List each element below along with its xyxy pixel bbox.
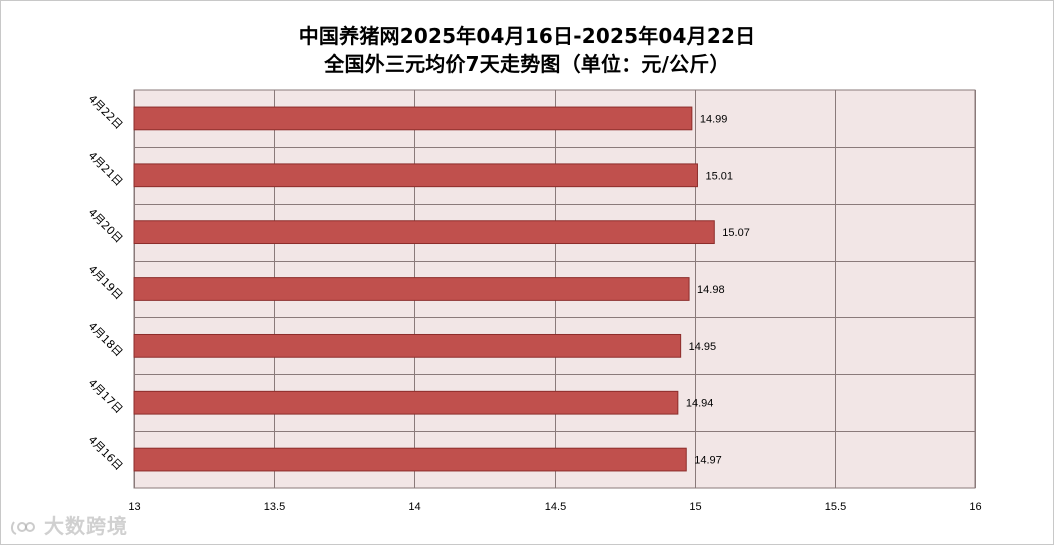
watermark: 大数跨境 [10,510,128,539]
bar [133,277,690,301]
category-label: 4月21日 [86,149,126,189]
bar [133,106,693,131]
chart-title: 中国养猪网2025年04月16日-2025年04月22日 [298,24,756,48]
x-tick-label: 14 [408,501,420,513]
data-label: 14.97 [694,455,722,467]
data-label: 14.99 [700,113,728,125]
x-tick-label: 13.5 [264,501,285,513]
category-label: 4月19日 [86,263,126,303]
x-tick-label: 15 [689,501,701,513]
bar [133,163,698,188]
x-tick-label: 14.5 [545,501,566,513]
data-label: 15.01 [705,170,733,182]
data-label: 14.95 [689,341,717,353]
bar [133,220,715,245]
data-label: 14.94 [686,398,714,410]
chart-subtitle: 全国外三元均价7天走势图（单位：元/公斤） [324,52,730,76]
x-tick-label: 16 [969,501,981,513]
category-label: 4月22日 [86,92,126,132]
category-label: 4月20日 [86,206,126,246]
watermark-text: 大数跨境 [43,514,128,538]
category-label: 4月17日 [86,376,126,416]
data-label: 15.07 [722,227,750,239]
bar [133,390,679,415]
category-label: 4月16日 [86,433,126,473]
x-tick-label: 15.5 [825,501,846,513]
x-tick-label: 13 [128,501,140,513]
category-label: 4月18日 [86,320,126,360]
bar [133,333,682,358]
bar [133,447,687,472]
watermark-logo-icon [10,518,36,538]
data-label: 14.98 [697,284,725,296]
